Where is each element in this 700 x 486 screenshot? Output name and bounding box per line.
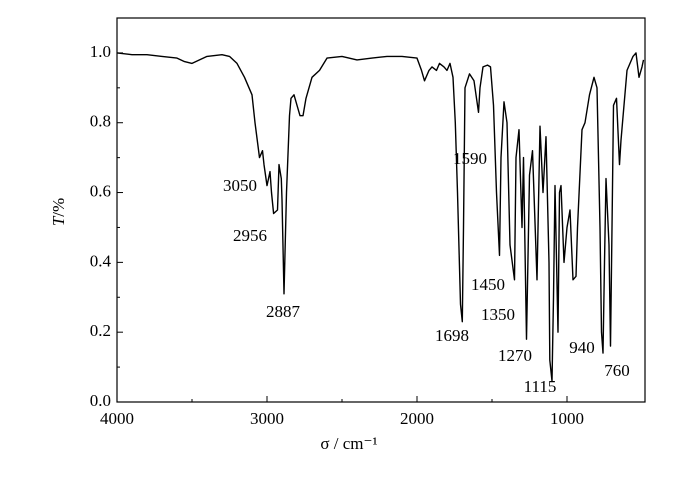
x-tick-label: 4000 xyxy=(100,409,134,428)
x-axis-label: σ / cm⁻¹ xyxy=(320,434,377,453)
peak-label: 1270 xyxy=(498,346,532,365)
y-tick-label: 0.6 xyxy=(90,181,111,200)
spectrum-line xyxy=(116,52,645,382)
plot-frame xyxy=(116,17,646,403)
y-tick-label: 0.8 xyxy=(90,112,111,131)
y-label-unit: /% xyxy=(49,198,68,217)
peak-label: 1350 xyxy=(481,305,515,324)
y-tick-label: 0.4 xyxy=(90,251,112,270)
peak-label: 940 xyxy=(569,338,595,357)
y-label-var: T xyxy=(49,215,68,226)
peak-label: 2887 xyxy=(266,302,301,321)
peak-label: 1450 xyxy=(471,275,505,294)
peak-label: 760 xyxy=(604,361,630,380)
peak-label: 2956 xyxy=(233,226,267,245)
peak-label: 1590 xyxy=(453,149,487,168)
x-tick-label: 3000 xyxy=(250,409,284,428)
peak-label: 3050 xyxy=(223,176,257,195)
y-axis-label: T/% xyxy=(49,198,68,226)
x-tick-label: 2000 xyxy=(400,409,434,428)
x-tick-label: 1000 xyxy=(550,409,584,428)
y-tick-label: 1.0 xyxy=(90,42,111,61)
peak-label: 1698 xyxy=(435,326,469,345)
y-tick-label: 0.2 xyxy=(90,321,111,340)
y-tick-label: 0.0 xyxy=(90,391,111,410)
peak-label: 1115 xyxy=(524,377,557,396)
